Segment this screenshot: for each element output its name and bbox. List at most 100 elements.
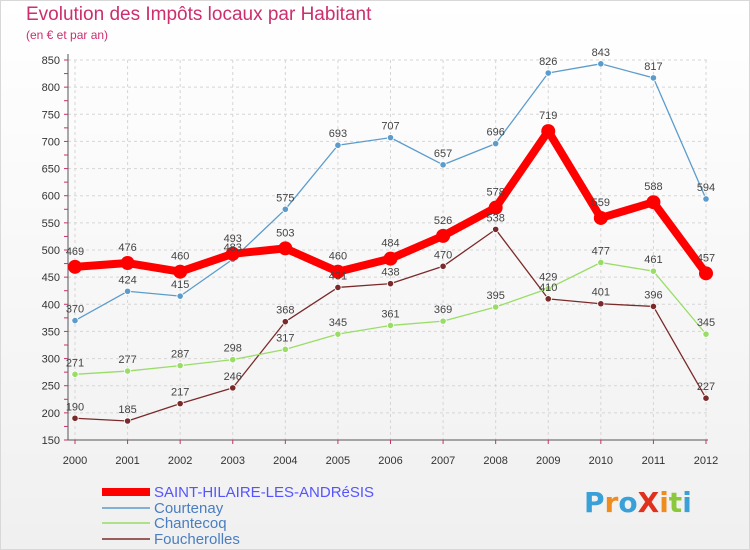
data-label: 317 [276,332,294,344]
data-point [176,400,184,408]
y-tick-label: 650 [42,164,60,176]
data-point [488,200,503,215]
data-label: 483 [224,242,242,254]
x-tick-label: 2012 [694,455,718,467]
data-label: 578 [486,187,504,199]
data-label: 415 [171,279,189,291]
data-point [123,367,132,375]
chart-title: Evolution des Impôts locaux par Habitant [26,4,372,25]
data-point [544,284,552,293]
data-point [649,267,658,275]
data-point [71,414,79,422]
data-point [593,210,608,225]
data-label: 594 [697,182,715,194]
data-point [439,161,447,169]
data-point [597,60,605,68]
data-label: 493 [224,233,242,245]
x-tick-label: 2006 [378,455,402,467]
data-label: 429 [539,272,557,284]
data-label: 457 [697,252,715,264]
x-tick-label: 2002 [168,455,192,467]
data-point [278,241,293,256]
data-label: 431 [329,270,347,282]
data-label: 526 [434,215,452,227]
x-tick-label: 2005 [326,455,350,467]
data-point [123,287,132,295]
data-label: 246 [224,371,242,383]
data-point [334,283,342,292]
data-point [334,330,342,338]
data-point [71,316,79,325]
data-point [176,362,184,370]
x-tick-label: 2010 [589,455,613,467]
data-point [229,356,237,364]
data-label: 693 [329,128,347,140]
data-point [702,330,710,338]
x-tick-label: 2009 [536,455,560,467]
series-layer [68,60,713,425]
data-label: 345 [697,317,715,329]
data-point [123,417,132,425]
y-tick-label: 300 [42,354,60,366]
grid [68,59,708,441]
data-point [646,195,661,210]
y-tick-label: 350 [42,326,60,338]
data-label: 559 [592,197,610,209]
y-tick-label: 550 [42,218,60,230]
data-point [702,394,710,402]
data-label: 190 [66,401,84,413]
data-point [597,258,605,267]
legend: SAINT-HILAIRE-LES-ANDRéSISCourtenayChant… [102,484,374,548]
data-label: 396 [644,289,662,301]
data-point [492,303,500,311]
data-label: 361 [381,308,399,320]
x-tick-label: 2011 [642,455,666,467]
data-point [330,264,345,279]
y-tick-label: 850 [42,55,60,67]
data-point [541,124,556,139]
data-label: 370 [66,304,84,316]
data-label: 345 [329,317,347,329]
data-point [492,225,500,233]
y-tick-label: 150 [42,435,60,447]
data-label: 469 [66,246,84,258]
chart-subtitle: (en € et par an) [26,28,109,42]
data-label: 707 [381,121,399,133]
data-label: 369 [434,304,452,316]
data-point [68,259,82,274]
data-label: 817 [644,61,662,73]
y-tick-label: 700 [42,136,60,148]
data-label: 503 [276,227,294,239]
data-label: 461 [644,254,662,266]
data-label: 410 [539,282,557,294]
data-point [281,345,289,353]
x-tick-label: 2008 [483,455,507,467]
axes: 150 200 250 300 350 400 450 500 550 600 650 700 750 8… [42,54,718,467]
data-label: 484 [381,238,399,250]
data-label: 843 [592,47,610,59]
data-point [71,370,79,378]
data-point [173,264,188,279]
legend-label: Foucherolles [154,531,240,548]
data-label: 657 [434,148,452,160]
data-point [120,256,135,271]
data-label: 277 [118,354,136,366]
data-label: 287 [171,349,189,361]
data-point [544,69,552,77]
data-point [281,318,289,326]
data-label: 227 [697,381,715,393]
data-label: 395 [486,290,504,302]
y-tick-label: 750 [42,109,60,121]
data-point [229,384,237,392]
data-label: 271 [66,357,84,369]
data-point [334,141,342,149]
data-point [597,300,605,308]
data-label: 298 [224,343,242,355]
x-tick-label: 2000 [63,455,87,467]
data-point [383,251,398,266]
data-point [225,246,240,261]
data-label: 470 [434,249,452,261]
data-point [492,140,500,148]
